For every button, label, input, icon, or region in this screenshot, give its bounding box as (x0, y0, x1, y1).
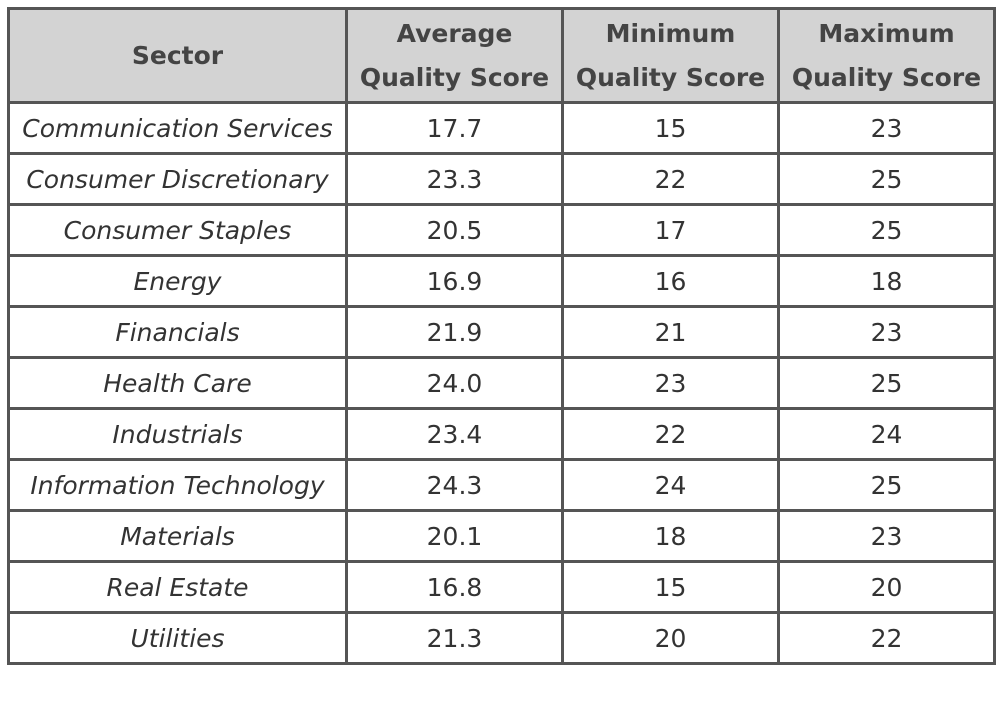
average-score-cell: 23.4 (345, 407, 564, 461)
average-score-cell: 17.7 (345, 101, 564, 155)
minimum-score-cell: 22 (561, 152, 780, 206)
table-row: Health Care 24.0 23 25 (7, 356, 996, 410)
maximum-score-cell: 20 (777, 560, 996, 614)
sector-cell: Information Technology (7, 458, 348, 512)
minimum-score-cell: 16 (561, 254, 780, 308)
header-sector-label: Sector (131, 40, 224, 70)
average-score-cell: 21.3 (345, 611, 564, 665)
table-row: Information Technology 24.3 24 25 (7, 458, 996, 512)
average-score-cell: 16.8 (345, 560, 564, 614)
minimum-score-cell: 17 (561, 203, 780, 257)
sector-cell: Materials (7, 509, 348, 563)
average-score-cell: 23.3 (345, 152, 564, 206)
sector-cell: Communication Services (7, 101, 348, 155)
minimum-score-cell: 21 (561, 305, 780, 359)
table-row: Real Estate 16.8 15 20 (7, 560, 996, 614)
sector-cell: Consumer Discretionary (7, 152, 348, 206)
header-minimum-quality-score: Minimum Quality Score (561, 7, 780, 104)
header-row: Sector Average Quality Score Minimum Qua… (7, 7, 996, 104)
minimum-score-cell: 15 (561, 560, 780, 614)
header-average-line-1: Average (396, 18, 513, 48)
sector-cell: Real Estate (7, 560, 348, 614)
sector-cell: Energy (7, 254, 348, 308)
average-score-cell: 24.0 (345, 356, 564, 410)
header-minimum-line-2: Quality Score (575, 62, 766, 92)
table-row: Utilities 21.3 20 22 (7, 611, 996, 665)
minimum-score-cell: 18 (561, 509, 780, 563)
sector-cell: Health Care (7, 356, 348, 410)
maximum-score-cell: 23 (777, 305, 996, 359)
sector-cell: Industrials (7, 407, 348, 461)
sector-cell: Consumer Staples (7, 203, 348, 257)
minimum-score-cell: 15 (561, 101, 780, 155)
minimum-score-cell: 24 (561, 458, 780, 512)
maximum-score-cell: 23 (777, 101, 996, 155)
maximum-score-cell: 25 (777, 458, 996, 512)
maximum-score-cell: 24 (777, 407, 996, 461)
average-score-cell: 16.9 (345, 254, 564, 308)
minimum-score-cell: 23 (561, 356, 780, 410)
maximum-score-cell: 25 (777, 152, 996, 206)
maximum-score-cell: 25 (777, 203, 996, 257)
table-body: Communication Services 17.7 15 23 Consumer D… (7, 101, 996, 665)
table-row: Energy 16.9 16 18 (7, 254, 996, 308)
header-minimum-line-1: Minimum (605, 18, 736, 48)
sector-cell: Financials (7, 305, 348, 359)
minimum-score-cell: 22 (561, 407, 780, 461)
table-row: Financials 21.9 21 23 (7, 305, 996, 359)
average-score-cell: 21.9 (345, 305, 564, 359)
header-sector: Sector (7, 7, 348, 104)
header-maximum-line-2: Quality Score (791, 62, 982, 92)
quality-score-table: Sector Average Quality Score Minimum Qua… (7, 7, 996, 665)
maximum-score-cell: 25 (777, 356, 996, 410)
maximum-score-cell: 18 (777, 254, 996, 308)
header-maximum-line-1: Maximum (818, 18, 955, 48)
table-row: Consumer Staples 20.5 17 25 (7, 203, 996, 257)
sector-cell: Utilities (7, 611, 348, 665)
header-maximum-quality-score: Maximum Quality Score (777, 7, 996, 104)
average-score-cell: 20.1 (345, 509, 564, 563)
table-row: Materials 20.1 18 23 (7, 509, 996, 563)
table-row: Industrials 23.4 22 24 (7, 407, 996, 461)
maximum-score-cell: 22 (777, 611, 996, 665)
minimum-score-cell: 20 (561, 611, 780, 665)
table-row: Communication Services 17.7 15 23 (7, 101, 996, 155)
average-score-cell: 20.5 (345, 203, 564, 257)
table-row: Consumer Discretionary 23.3 22 25 (7, 152, 996, 206)
average-score-cell: 24.3 (345, 458, 564, 512)
maximum-score-cell: 23 (777, 509, 996, 563)
header-average-line-2: Quality Score (359, 62, 550, 92)
header-average-quality-score: Average Quality Score (345, 7, 564, 104)
